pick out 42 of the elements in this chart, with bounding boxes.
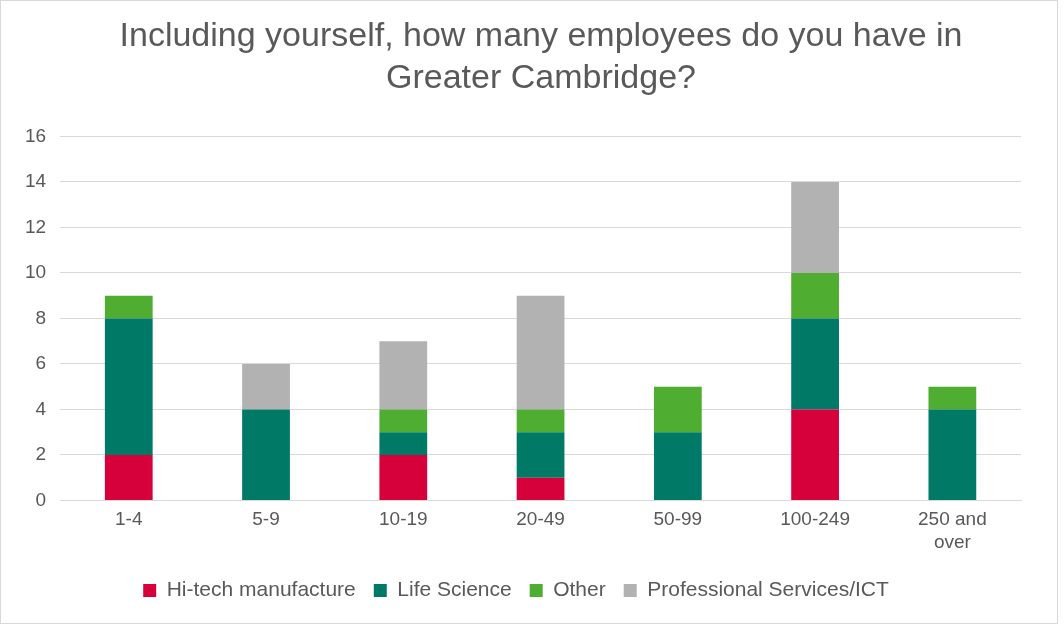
legend-label: Other bbox=[553, 577, 606, 601]
bar bbox=[791, 272, 839, 319]
x-tick-label: 5-9 bbox=[252, 508, 280, 530]
legend-label: Professional Services/ICT bbox=[647, 577, 889, 601]
y-tick-label: 12 bbox=[24, 215, 47, 237]
bar bbox=[928, 409, 977, 500]
bar bbox=[379, 341, 428, 410]
y-tick-label: 4 bbox=[35, 397, 47, 419]
bar bbox=[379, 409, 428, 433]
bar bbox=[242, 409, 290, 500]
x-tick-label: 250 and over bbox=[918, 508, 987, 552]
y-tick-label: 0 bbox=[35, 488, 47, 510]
bar bbox=[379, 454, 428, 500]
bar bbox=[791, 409, 839, 500]
bar bbox=[242, 363, 290, 410]
bar bbox=[653, 432, 702, 500]
legend-label: Life Science bbox=[397, 577, 512, 601]
bar bbox=[104, 295, 153, 319]
x-tick-label: 50-99 bbox=[653, 508, 703, 530]
bar bbox=[516, 295, 565, 410]
y-tick-label: 14 bbox=[24, 170, 47, 192]
chart-title: Including yourself, how many employees do you have in Greater Cambridge? bbox=[118, 14, 964, 97]
bar bbox=[791, 181, 839, 273]
y-tick-label: 6 bbox=[35, 352, 47, 374]
bar bbox=[516, 432, 565, 478]
bar bbox=[516, 409, 565, 433]
legend-label: Hi-tech manufacture bbox=[166, 577, 356, 601]
bar bbox=[653, 386, 702, 433]
y-tick-label: 16 bbox=[24, 124, 47, 146]
y-tick-label: 8 bbox=[35, 306, 47, 328]
bar bbox=[516, 477, 565, 500]
bar bbox=[104, 318, 153, 455]
x-tick-label: 1-4 bbox=[115, 508, 143, 530]
y-tick-label: 10 bbox=[24, 261, 47, 283]
y-tick-label: 2 bbox=[35, 443, 47, 465]
bar bbox=[791, 318, 839, 410]
bar bbox=[104, 454, 153, 500]
x-tick-label: 10-19 bbox=[379, 508, 428, 530]
bar bbox=[379, 432, 428, 455]
x-tick-label: 100-249 bbox=[780, 508, 850, 530]
bar bbox=[928, 386, 977, 410]
x-tick-label: 20-49 bbox=[516, 508, 565, 530]
